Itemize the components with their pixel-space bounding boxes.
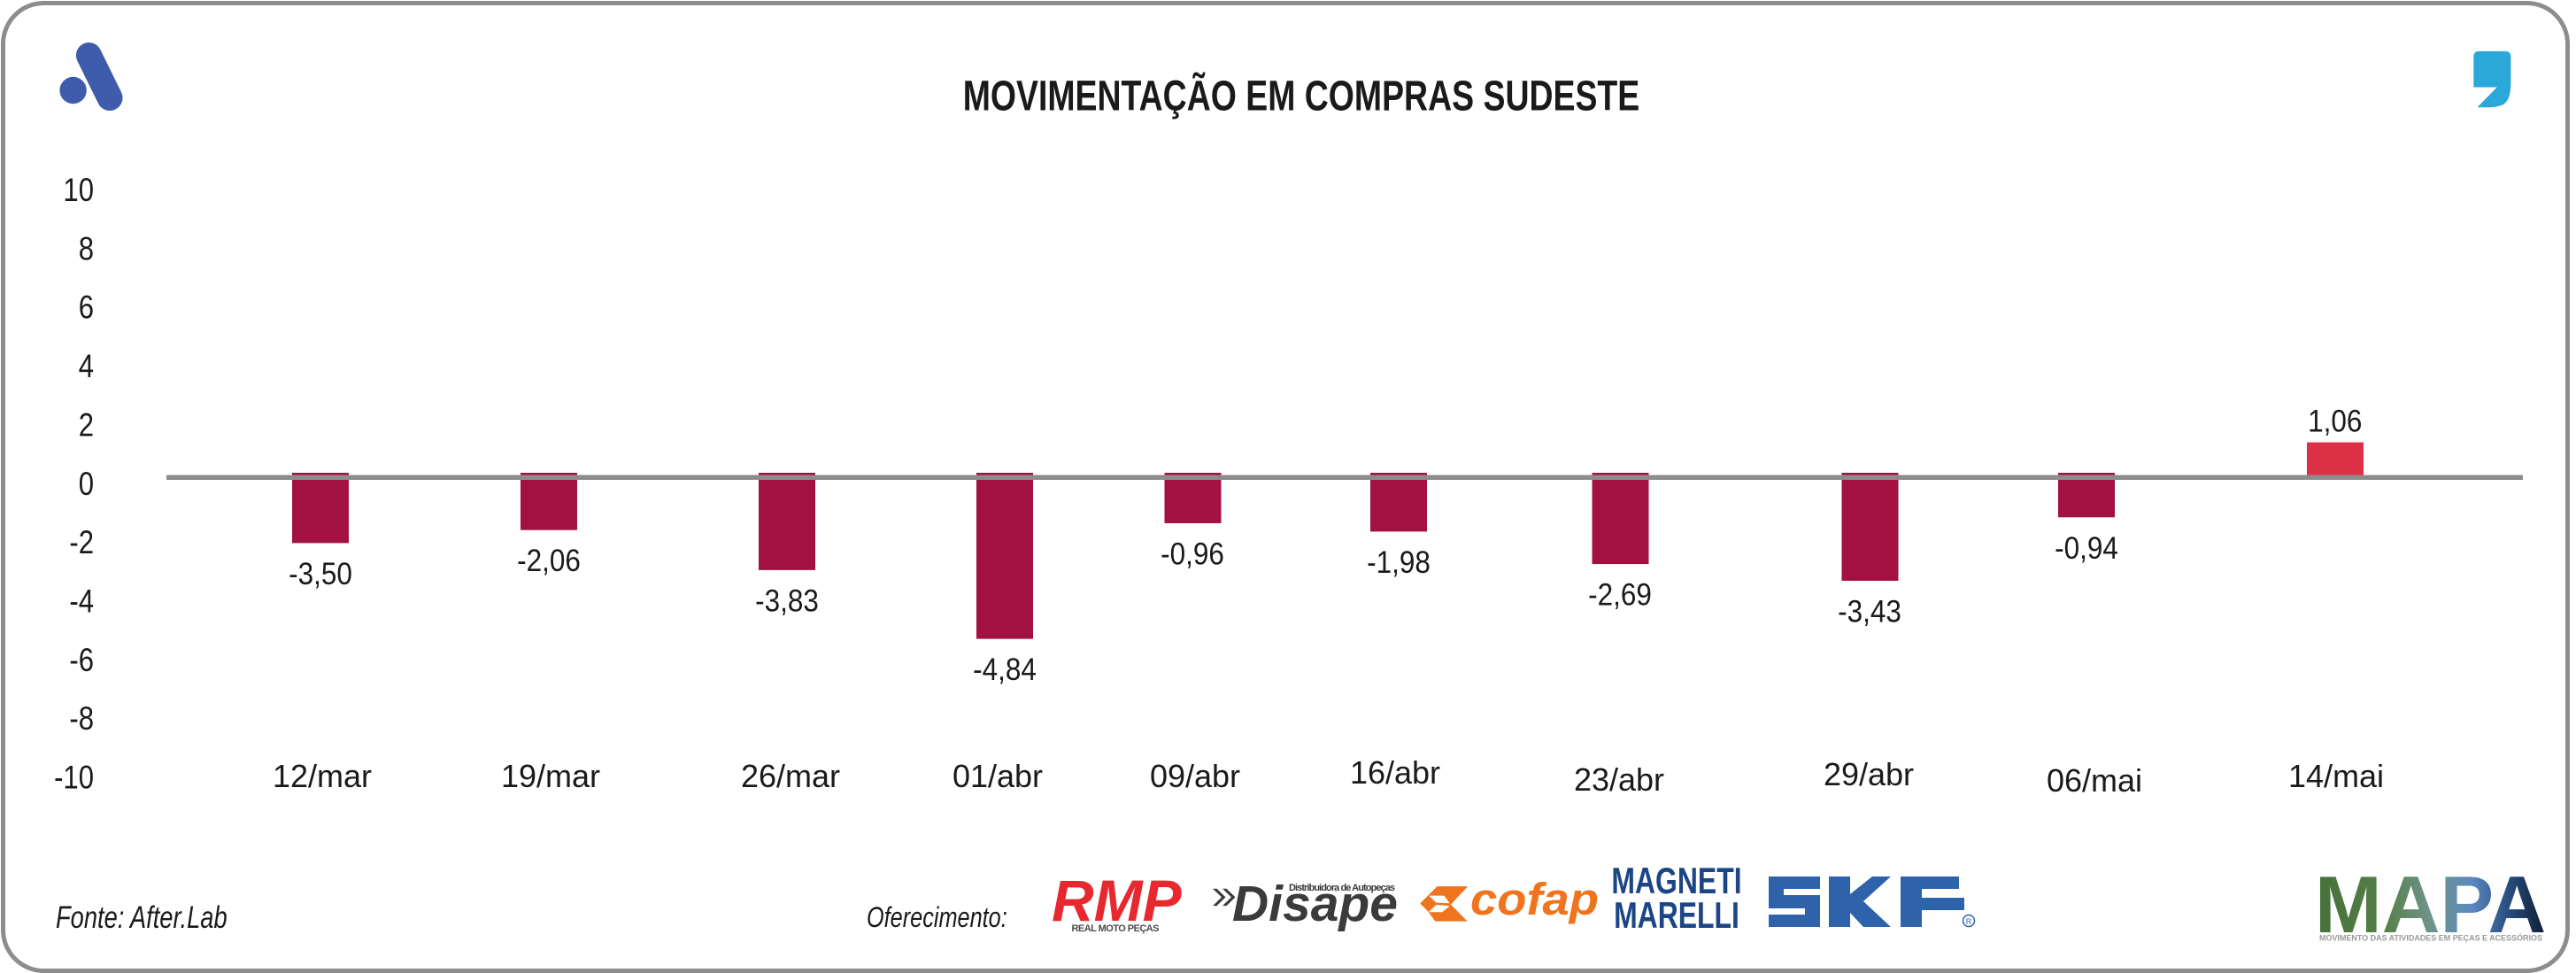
svg-text:29/abr: 29/abr	[1824, 756, 1914, 792]
svg-text:-3,50: -3,50	[289, 557, 352, 591]
svg-text:cofap: cofap	[1470, 874, 1599, 924]
svg-text:2: 2	[79, 407, 94, 444]
svg-text:Fonte: After.Lab: Fonte: After.Lab	[56, 900, 228, 935]
svg-text:-10: -10	[54, 760, 94, 796]
svg-text:MAGNETI: MAGNETI	[1611, 860, 1741, 901]
svg-text:09/abr: 09/abr	[1150, 758, 1240, 794]
svg-text:Disape: Disape	[1232, 876, 1398, 932]
svg-text:RMP: RMP	[1052, 868, 1183, 933]
svg-text:23/abr: 23/abr	[1574, 761, 1664, 798]
svg-text:MARELLI: MARELLI	[1614, 894, 1739, 936]
svg-text:Oferecimento:: Oferecimento:	[867, 902, 1007, 934]
svg-text:14/mai: 14/mai	[2288, 758, 2384, 794]
svg-text:-3,83: -3,83	[755, 584, 819, 619]
svg-text:-3,43: -3,43	[1838, 595, 1901, 629]
svg-text:MOVIMENTAÇÃO EM COMPRAS SUDEST: MOVIMENTAÇÃO EM COMPRAS SUDESTE	[963, 73, 1640, 120]
svg-text:R: R	[1966, 917, 1972, 926]
svg-text:-0,94: -0,94	[2055, 531, 2118, 566]
svg-text:-2: -2	[69, 525, 94, 561]
svg-text:MAPA: MAPA	[2315, 861, 2546, 950]
svg-text:1,06: 1,06	[2308, 405, 2362, 439]
svg-text:8: 8	[79, 231, 94, 267]
svg-text:-6: -6	[69, 642, 94, 678]
svg-text:-2,06: -2,06	[517, 544, 581, 579]
svg-text:-4,84: -4,84	[973, 653, 1037, 688]
svg-text:-1,98: -1,98	[1367, 545, 1431, 580]
svg-text:06/mai: 06/mai	[2047, 762, 2142, 799]
svg-text:19/mar: 19/mar	[501, 758, 600, 794]
svg-text:-0,96: -0,96	[1161, 537, 1224, 572]
svg-text:26/mar: 26/mar	[741, 758, 840, 794]
svg-text:MOVIMENTO DAS ATIVIDADES EM PE: MOVIMENTO DAS ATIVIDADES EM PEÇAS E ACES…	[2319, 933, 2542, 943]
svg-text:16/abr: 16/abr	[1350, 754, 1440, 791]
svg-text:10: 10	[63, 173, 94, 209]
svg-text:-2,69: -2,69	[1588, 578, 1652, 613]
svg-text:Distribuidora de Autopeças: Distribuidora de Autopeças	[1289, 883, 1395, 893]
svg-text:6: 6	[79, 290, 94, 326]
svg-text:0: 0	[79, 466, 94, 502]
svg-text:REAL MOTO PEÇAS: REAL MOTO PEÇAS	[1072, 923, 1160, 934]
svg-text:-8: -8	[69, 701, 94, 737]
svg-text:-4: -4	[69, 583, 94, 620]
svg-text:12/mar: 12/mar	[273, 758, 372, 794]
svg-text:4: 4	[79, 349, 94, 385]
svg-text:01/abr: 01/abr	[953, 758, 1043, 794]
